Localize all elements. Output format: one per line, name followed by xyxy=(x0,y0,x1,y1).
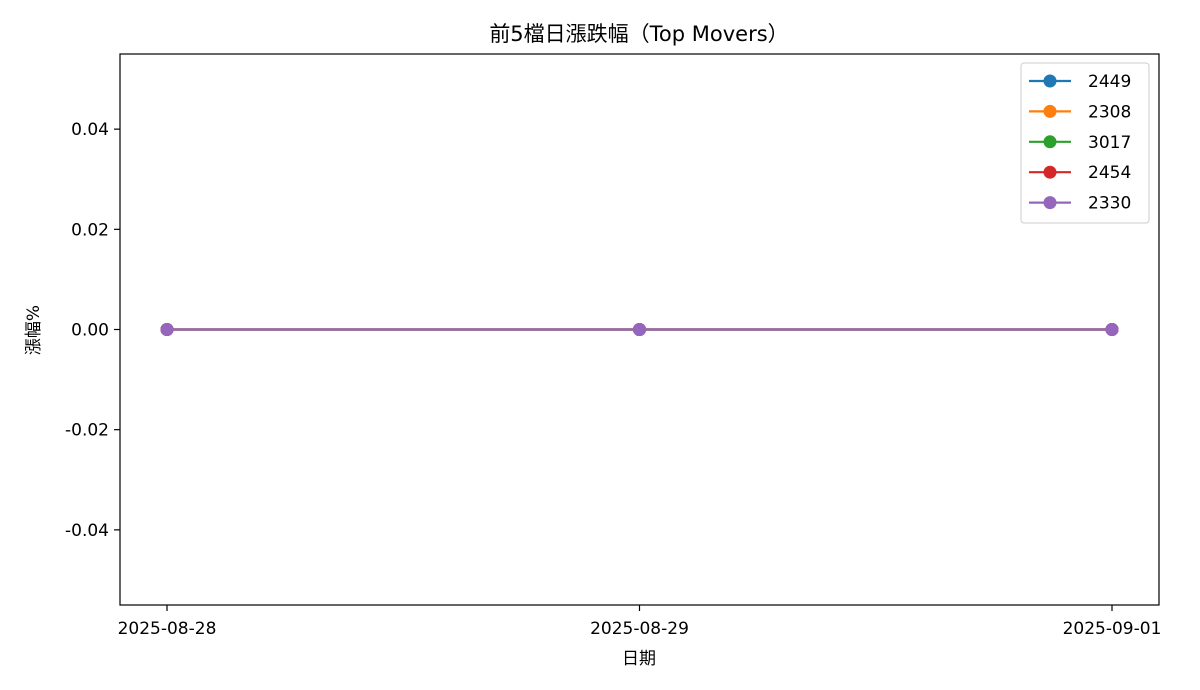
x-tick-label: 2025-09-01 xyxy=(1063,619,1162,639)
series-layer xyxy=(160,323,1119,336)
legend-label: 3017 xyxy=(1088,133,1131,153)
y-tick-label: 0.02 xyxy=(71,220,109,240)
legend-label: 2308 xyxy=(1088,102,1131,122)
y-tick-label: 0.04 xyxy=(71,120,109,140)
axes-layer: 2025-08-28 2025-08-29 2025-09-01 -0.04 -0.02… xyxy=(65,53,1162,639)
legend-item: 2449 xyxy=(1029,72,1131,92)
legend-item: 2308 xyxy=(1029,102,1131,122)
y-tick-label: 0.00 xyxy=(71,321,109,341)
legend-marker xyxy=(1043,165,1057,179)
legend-label: 2330 xyxy=(1088,194,1131,214)
series-2330 xyxy=(160,323,1119,336)
x-tick-label: 2025-08-29 xyxy=(590,619,689,639)
y-tick-label: -0.02 xyxy=(65,421,109,441)
legend-label: 2449 xyxy=(1088,72,1131,92)
x-axis-label: 日期 xyxy=(622,649,656,669)
chart-title: 前5檔日漲跌幅（Top Movers） xyxy=(489,22,788,46)
legend: 2449 2308 3017 2454 2330 xyxy=(1020,62,1150,224)
data-point xyxy=(1105,323,1119,336)
legend-marker xyxy=(1043,74,1057,88)
legend-item: 2330 xyxy=(1029,194,1131,214)
data-point xyxy=(633,323,646,336)
y-tick-label: -0.04 xyxy=(65,521,109,541)
legend-marker xyxy=(1043,135,1057,149)
legend-label: 2454 xyxy=(1088,163,1131,183)
legend-marker xyxy=(1043,104,1057,118)
data-point xyxy=(160,323,174,336)
legend-item: 3017 xyxy=(1029,133,1131,153)
legend-marker xyxy=(1043,196,1057,210)
legend-box xyxy=(1020,62,1150,224)
legend-item: 2454 xyxy=(1029,163,1131,183)
x-tick-label: 2025-08-28 xyxy=(118,619,217,639)
y-axis-label: 漲幅% xyxy=(24,305,44,355)
